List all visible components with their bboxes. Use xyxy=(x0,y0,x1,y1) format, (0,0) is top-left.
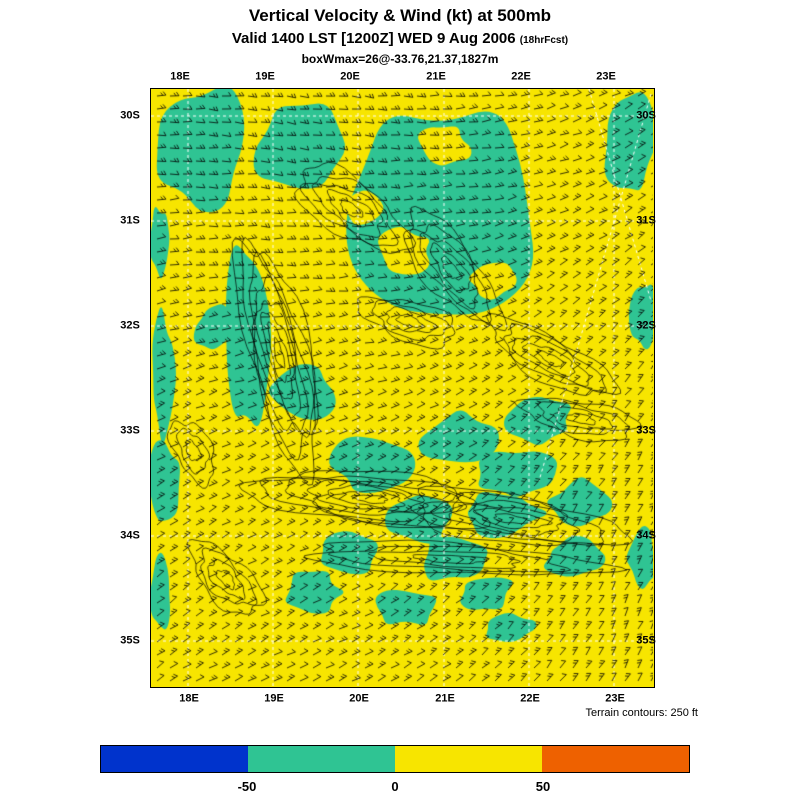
colorbar-tick-zero: 0 xyxy=(391,779,399,794)
colorbar-segment-green xyxy=(248,746,395,772)
lat-label-right-35S: 35S xyxy=(636,634,656,647)
colorbar xyxy=(100,745,690,773)
lon-label-bottom-19E: 19E xyxy=(264,692,284,705)
lon-label-bottom-22E: 22E xyxy=(520,692,540,705)
colorbar-tick-pos50: 50 xyxy=(535,779,551,794)
chart-subtitle: Valid 1400 LST [1200Z] WED 9 Aug 2006 (1… xyxy=(0,30,800,47)
lon-label-top-18E: 18E xyxy=(170,70,190,83)
lon-label-top-19E: 19E xyxy=(255,70,275,83)
lon-label-bottom-21E: 21E xyxy=(435,692,455,705)
chart-title: Vertical Velocity & Wind (kt) at 500mb xyxy=(248,6,552,25)
lat-label-right-34S: 34S xyxy=(636,529,656,542)
lat-label-left-33S: 33S xyxy=(120,424,140,437)
map-canvas xyxy=(151,89,653,686)
colorbar-tick-neg50: -50 xyxy=(237,779,257,794)
lon-label-top-21E: 21E xyxy=(426,70,446,83)
lat-label-left-34S: 34S xyxy=(120,529,140,542)
colorbar-segment-blue xyxy=(101,746,248,772)
lat-label-left-35S: 35S xyxy=(120,634,140,647)
lat-label-right-31S: 31S xyxy=(636,214,656,227)
lon-label-bottom-20E: 20E xyxy=(349,692,369,705)
forecast-hour-text: (18hrFcst) xyxy=(519,35,569,46)
lat-label-right-32S: 32S xyxy=(636,319,656,332)
lat-label-right-33S: 33S xyxy=(636,424,656,437)
lon-label-top-23E: 23E xyxy=(596,70,616,83)
wmax-annotation: boxWmax=26@-33.76,21.37,1827m xyxy=(301,52,499,66)
lat-label-left-32S: 32S xyxy=(120,319,140,332)
lon-label-bottom-18E: 18E xyxy=(179,692,199,705)
lat-label-right-30S: 30S xyxy=(636,109,656,122)
lon-label-top-22E: 22E xyxy=(511,70,531,83)
terrain-footnote: Terrain contours: 250 ft xyxy=(585,707,698,719)
valid-time-text: Valid 1400 LST [1200Z] WED 9 Aug 2006 xyxy=(231,30,516,47)
lon-label-bottom-23E: 23E xyxy=(605,692,625,705)
lat-label-left-31S: 31S xyxy=(120,214,140,227)
lon-label-top-20E: 20E xyxy=(340,70,360,83)
colorbar-segment-yellow xyxy=(395,746,542,772)
weather-map: 18E 18E 19E 19E 20E 20E 21E 21E 22E 22E 23E 23E 30S 3… xyxy=(120,71,656,704)
colorbar-segment-orange xyxy=(542,746,689,772)
lat-label-left-30S: 30S xyxy=(120,109,140,122)
